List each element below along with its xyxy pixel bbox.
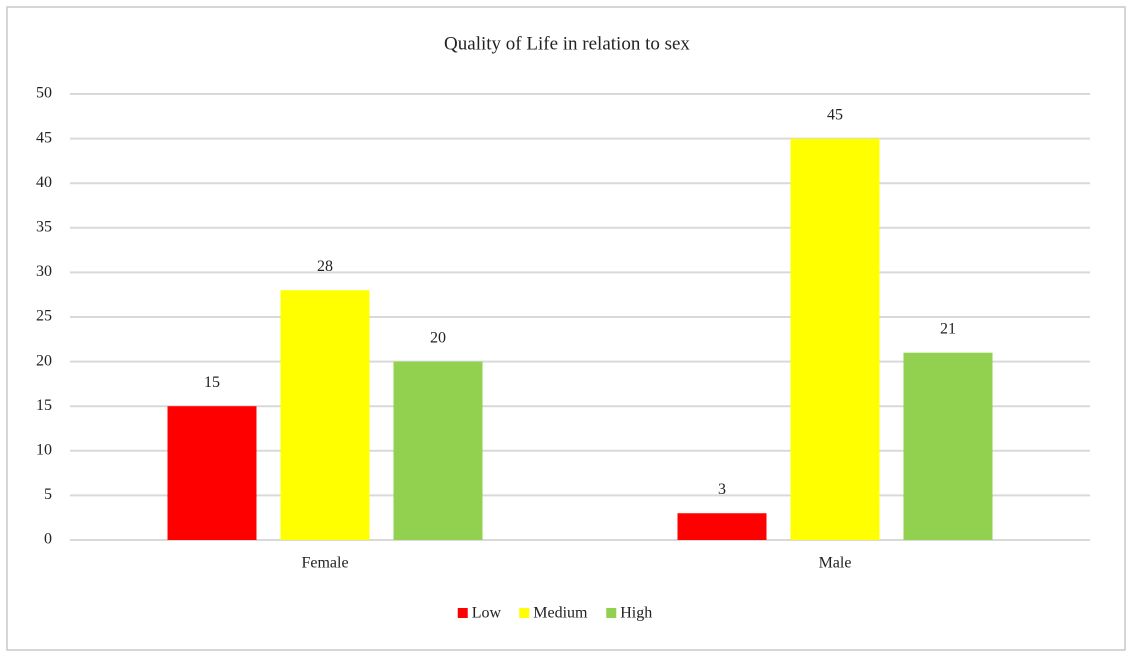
legend-swatch — [457, 608, 468, 618]
bar — [393, 361, 483, 540]
data-label: 28 — [317, 258, 333, 275]
y-tick-label: 5 — [44, 486, 52, 503]
bar — [903, 352, 993, 540]
legend-label: Low — [472, 605, 502, 622]
bar — [677, 513, 767, 540]
y-tick-label: 45 — [36, 129, 52, 146]
y-tick-label: 40 — [36, 174, 52, 191]
x-tick-label: Female — [301, 555, 348, 572]
bar — [167, 406, 257, 540]
bar — [790, 138, 880, 540]
legend-label: Medium — [533, 605, 588, 622]
legend-label: High — [620, 605, 652, 622]
data-label: 15 — [204, 374, 220, 391]
y-tick-label: 35 — [36, 218, 52, 235]
y-tick-label: 30 — [36, 263, 52, 280]
y-tick-label: 10 — [36, 441, 52, 458]
chart-frame — [6, 6, 1126, 651]
y-tick-label: 50 — [36, 85, 52, 102]
y-tick-label: 25 — [36, 308, 52, 325]
x-tick-label: Male — [819, 555, 852, 572]
legend-swatch — [519, 608, 530, 618]
data-label: 45 — [827, 106, 843, 123]
data-label: 20 — [430, 329, 446, 346]
legend-swatch — [606, 608, 617, 618]
y-tick-label: 0 — [44, 531, 52, 548]
bar — [280, 290, 370, 540]
data-label: 21 — [940, 320, 956, 337]
y-tick-label: 20 — [36, 352, 52, 369]
y-tick-label: 15 — [36, 397, 52, 414]
data-label: 3 — [718, 481, 726, 498]
chart-title: Quality of Life in relation to sex — [444, 33, 690, 54]
